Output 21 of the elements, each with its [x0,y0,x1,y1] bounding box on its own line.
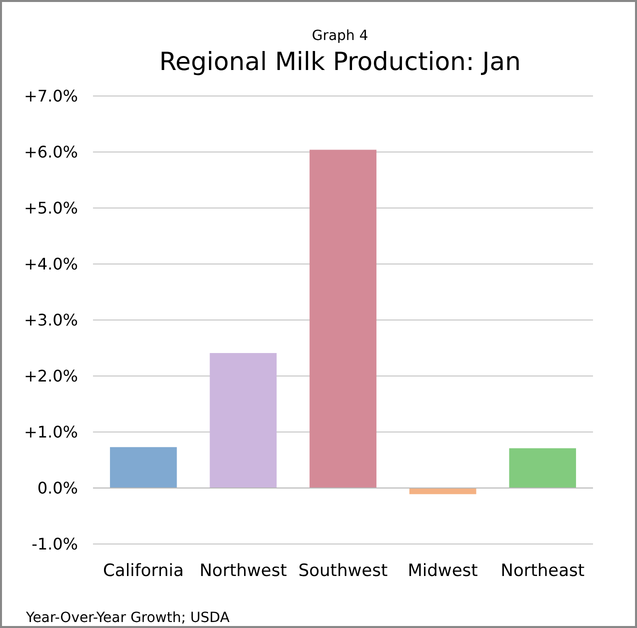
chart-title: Regional Milk Production: Jan [159,47,521,76]
y-tick-label: 0.0% [37,478,78,498]
y-tick-label: +2.0% [24,366,78,386]
y-tick-label: -1.0% [32,534,78,554]
bar [310,150,376,488]
x-tick-label: Northeast [500,561,585,581]
chart-subtitle: Graph 4 [312,28,368,44]
x-tick-label: Midwest [408,561,478,581]
y-tick-label: +3.0% [24,310,78,330]
x-tick-label: Northwest [199,561,288,581]
bar [210,353,277,488]
text: Year-Over-Year Growth; USDA [25,610,230,626]
y-tick-label: +4.0% [24,254,78,274]
y-tick-label: +7.0% [24,86,78,106]
y-tick-label: +1.0% [24,422,78,442]
y-tick-label: +5.0% [24,198,78,218]
bar [509,448,576,488]
x-tick-label: California [103,561,184,581]
bar [110,447,177,488]
x-tick-label: Southwest [298,561,388,581]
y-tick-label: +6.0% [24,142,78,162]
